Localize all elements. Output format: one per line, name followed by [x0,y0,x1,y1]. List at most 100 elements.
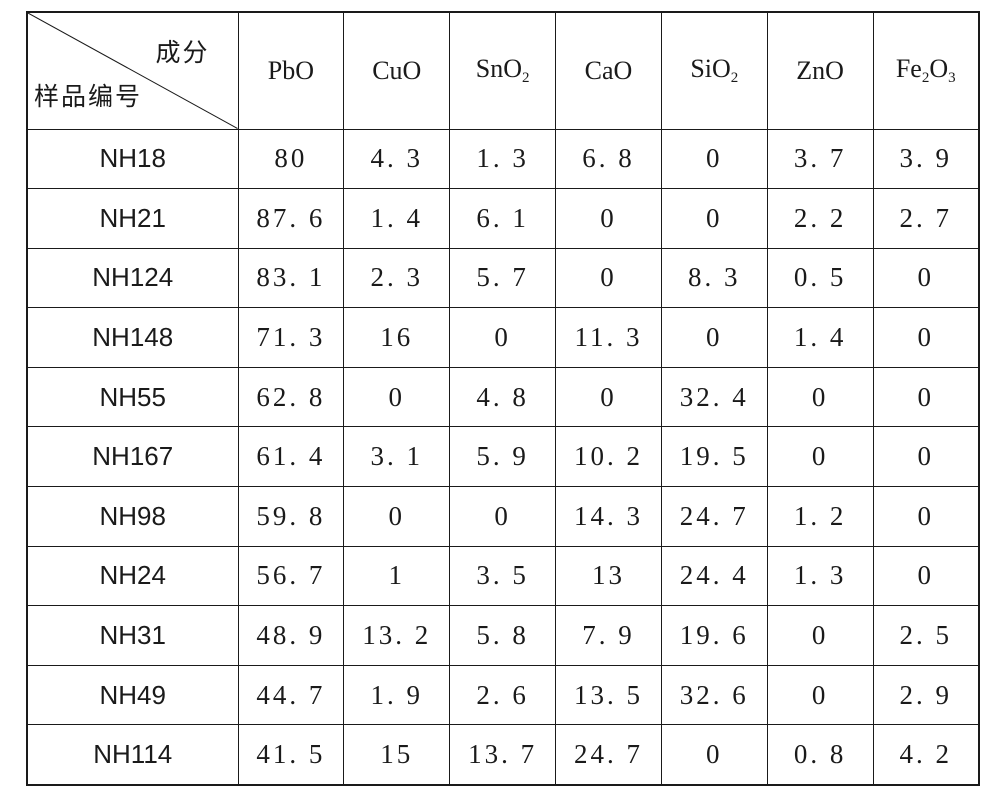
value-cell: 1. 4 [343,188,451,249]
value-cell: 7. 9 [555,605,662,666]
value-cell: 0 [872,247,980,309]
value-cell: 2. 3 [343,247,451,309]
value-cell: 1. 2 [766,486,874,547]
value-cell: 1. 4 [766,307,874,368]
value-cell: 3. 1 [343,426,451,488]
value-cell: 0 [872,486,980,547]
value-cell: 16 [343,307,451,368]
value-cell: 0. 8 [766,724,874,786]
value-cell: 0 [872,545,980,607]
diagonal-divider [28,13,238,129]
value-cell: 19. 6 [660,605,768,666]
value-cell: 1. 9 [343,664,451,726]
value-cell: 4. 2 [872,724,980,786]
composition-table: 成分 样品编号 PbO CuO SnO2 CaO SiO2 ZnO Fe2O3 … [26,11,980,786]
value-cell: 61. 4 [237,426,345,488]
value-cell: 0. 5 [766,247,874,309]
value-cell: 2. 7 [872,188,980,249]
value-cell: 0 [555,188,662,249]
value-cell: 0 [766,664,874,726]
value-cell: 59. 8 [237,486,345,547]
table-row: NH49 44. 7 1. 9 2. 6 13. 5 32. 6 0 2. 9 [26,664,980,726]
value-cell: 5. 9 [449,426,557,488]
value-cell: 0 [343,366,451,428]
column-header-pbo: PbO [237,11,345,130]
value-cell: 3. 5 [449,545,557,607]
sample-id-cell: NH167 [26,426,239,488]
value-cell: 56. 7 [237,545,345,607]
value-cell: 44. 7 [237,664,345,726]
composition-table-container: 成分 样品编号 PbO CuO SnO2 CaO SiO2 ZnO Fe2O3 … [26,11,980,786]
sample-id-cell: NH49 [26,664,239,726]
value-cell: 0 [449,307,557,368]
value-cell: 0 [766,605,874,666]
value-cell: 0 [660,724,768,786]
value-cell: 0 [660,128,768,190]
value-cell: 1 [343,545,451,607]
value-cell: 0 [660,188,768,249]
column-header-sno2: SnO2 [449,11,557,130]
sample-id-cell: NH18 [26,128,239,190]
value-cell: 41. 5 [237,724,345,786]
sample-id-cell: NH21 [26,188,239,249]
value-cell: 13. 2 [343,605,451,666]
value-cell: 2. 5 [872,605,980,666]
value-cell: 32. 4 [660,366,768,428]
value-cell: 4. 8 [449,366,557,428]
value-cell: 0 [343,486,451,547]
table-row: NH114 41. 5 15 13. 7 24. 7 0 0. 8 4. 2 [26,724,980,786]
value-cell: 0 [449,486,557,547]
sample-id-cell: NH31 [26,605,239,666]
table-body: NH18 80 4. 3 1. 3 6. 8 0 3. 7 3. 9 NH21 87. 6 1. 4… [26,128,980,786]
value-cell: 6. 8 [555,128,662,190]
table-row: NH18 80 4. 3 1. 3 6. 8 0 3. 7 3. 9 [26,128,980,190]
value-cell: 3. 9 [872,128,980,190]
corner-header-cell: 成分 样品编号 [26,11,239,130]
value-cell: 14. 3 [555,486,662,547]
header-row: 成分 样品编号 PbO CuO SnO2 CaO SiO2 ZnO Fe2O3 [26,11,980,130]
column-header-zno: ZnO [766,11,874,130]
value-cell: 2. 9 [872,664,980,726]
value-cell: 4. 3 [343,128,451,190]
column-header-cao: CaO [555,11,662,130]
value-cell: 80 [237,128,345,190]
value-cell: 0 [872,366,980,428]
value-cell: 13. 5 [555,664,662,726]
sample-id-cell: NH124 [26,247,239,309]
value-cell: 32. 6 [660,664,768,726]
value-cell: 1. 3 [766,545,874,607]
value-cell: 1. 3 [449,128,557,190]
value-cell: 5. 7 [449,247,557,309]
value-cell: 24. 7 [660,486,768,547]
value-cell: 62. 8 [237,366,345,428]
value-cell: 13 [555,545,662,607]
value-cell: 13. 7 [449,724,557,786]
value-cell: 10. 2 [555,426,662,488]
value-cell: 6. 1 [449,188,557,249]
table-header: 成分 样品编号 PbO CuO SnO2 CaO SiO2 ZnO Fe2O3 [26,11,980,130]
value-cell: 0 [555,366,662,428]
value-cell: 15 [343,724,451,786]
value-cell: 0 [872,307,980,368]
column-header-cuo: CuO [343,11,451,130]
column-header-sio2: SiO2 [660,11,768,130]
value-cell: 0 [766,426,874,488]
column-header-fe2o3: Fe2O3 [872,11,980,130]
component-axis-label: 成分 [155,38,210,67]
value-cell: 71. 3 [237,307,345,368]
sample-id-cell: NH24 [26,545,239,607]
value-cell: 8. 3 [660,247,768,309]
sample-id-cell: NH148 [26,307,239,368]
value-cell: 5. 8 [449,605,557,666]
value-cell: 0 [766,366,874,428]
value-cell: 0 [555,247,662,309]
sample-id-cell: NH114 [26,724,239,786]
value-cell: 19. 5 [660,426,768,488]
value-cell: 87. 6 [237,188,345,249]
